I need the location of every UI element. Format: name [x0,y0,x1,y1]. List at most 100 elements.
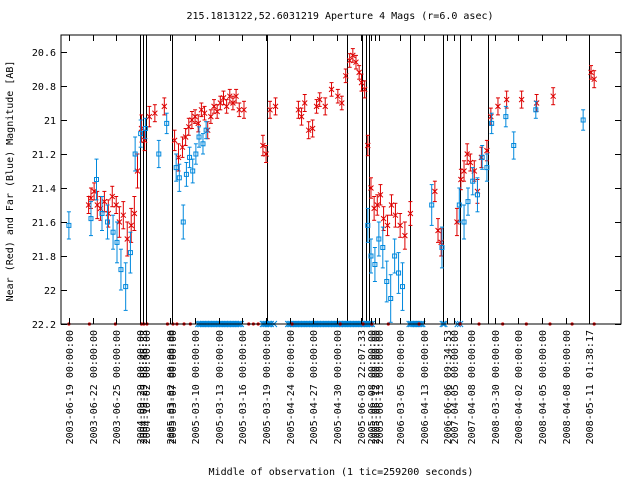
data-point [384,279,390,284]
data-point-stroke [94,202,101,208]
data-point-stroke [464,151,471,157]
data-point-stroke [377,191,384,198]
data-point [334,93,341,100]
chart-title: 215.1813122,52.6031219 Aperture 4 Mags (… [186,11,493,22]
data-point-stroke [361,86,368,93]
x-tick-label: 2003-06-19 00:00:00 [65,330,76,444]
data-point-stroke [322,103,329,110]
data-point [361,86,368,93]
data-point [152,110,158,117]
data-point-stroke [128,222,135,229]
data-point [156,151,162,157]
data-point [123,284,129,290]
data-point-stroke [316,96,323,103]
data-point [328,86,335,93]
data-point-stroke [328,86,335,93]
data-point [128,222,135,229]
data-point-stroke [467,159,474,166]
data-point-stroke [356,69,362,76]
data-point-stroke [374,202,381,208]
data-point [208,113,214,120]
data-point [392,253,398,259]
data-point-stroke [432,188,438,195]
data-point-stroke [152,110,158,117]
x-tick-label: 2008-04-05 00:00:00 [538,330,549,444]
data-point [66,222,72,228]
x-tick-label: 2007-04-05 00:00:00 [450,330,461,444]
data-point [368,185,374,191]
data-point [503,96,510,103]
data-point [461,219,467,225]
data-point [105,210,112,217]
data-point-stroke [230,100,236,106]
data-point [388,202,395,208]
data-point-stroke [220,95,227,101]
y-axis-label: Near (Red) and Far (Blue) Magnitude [AB] [5,61,16,302]
data-point [161,103,168,110]
x-tick-label: 2004-10-02 00:00:00 [142,330,153,444]
data-point-stroke [120,212,127,219]
data-point-stroke [533,100,540,106]
data-point [105,219,111,225]
data-point-stroke [88,195,94,202]
data-point [484,147,490,154]
data-point [131,210,138,217]
x-axis-label: Middle of observation (1 tic=259200 seco… [209,467,474,478]
data-point-stroke [458,176,464,183]
x-tick-label: 2005-04-27 00:00:00 [309,330,320,444]
data-point-stroke [484,147,490,154]
data-point [432,188,438,195]
data-point [272,103,279,110]
data-point [183,171,189,177]
data-point-stroke [201,110,208,117]
x-tick-label: 2005-03-19 00:00:00 [262,330,273,444]
data-point [173,165,179,171]
data-point [580,117,586,123]
data-point-stroke [198,106,205,113]
data-point-stroke [392,212,399,219]
data-point [465,199,471,205]
data-point [190,168,196,174]
data-point [109,193,116,200]
x-axis: 2003-06-19 00:00:00 2003-06-22 00:00:00 20… [65,35,596,444]
data-point [342,72,349,79]
data-point [400,284,406,290]
data-point-stroke [402,232,408,239]
data-point [365,222,371,228]
y-tick-label: 21.6 [32,218,56,229]
data-point [134,168,141,174]
y-tick-label: 22.2 [32,320,56,331]
data-point [396,270,402,276]
data-point-stroke [109,193,116,200]
data-point-stroke [267,106,273,113]
data-point [353,59,359,66]
data-point [171,137,178,144]
data-point [201,110,208,117]
data-point-stroke [353,59,359,66]
data-point-stroke [518,96,525,103]
data-point [384,222,391,229]
data-point-stroke [146,113,153,120]
x-tick-label: 2005-03-10 00:00:00 [191,330,202,444]
data-point [226,93,233,100]
data-point [550,93,557,100]
data-point-stroke [488,113,494,120]
data-point [116,219,123,225]
data-point [142,126,148,131]
data-point [203,127,209,133]
data-point-stroke [397,222,404,229]
x-tick-label: 2005-03-16 00:00:00 [238,330,249,444]
data-point [316,96,323,103]
data-point [591,76,598,83]
data-point [164,120,170,126]
data-point-stroke [334,93,341,100]
y-tick-label: 20.6 [32,48,56,59]
data-point-stroke [91,188,97,195]
x-tick-label: 2005-04-24 00:00:00 [286,330,297,444]
data-point-stroke [384,222,391,229]
x-tick-label: 2005-06-13 00:00:00 [375,330,386,444]
data-point [364,142,371,149]
data-point [474,192,480,198]
x-tick-label: 2005-06-03 22:07:33 [357,330,368,444]
